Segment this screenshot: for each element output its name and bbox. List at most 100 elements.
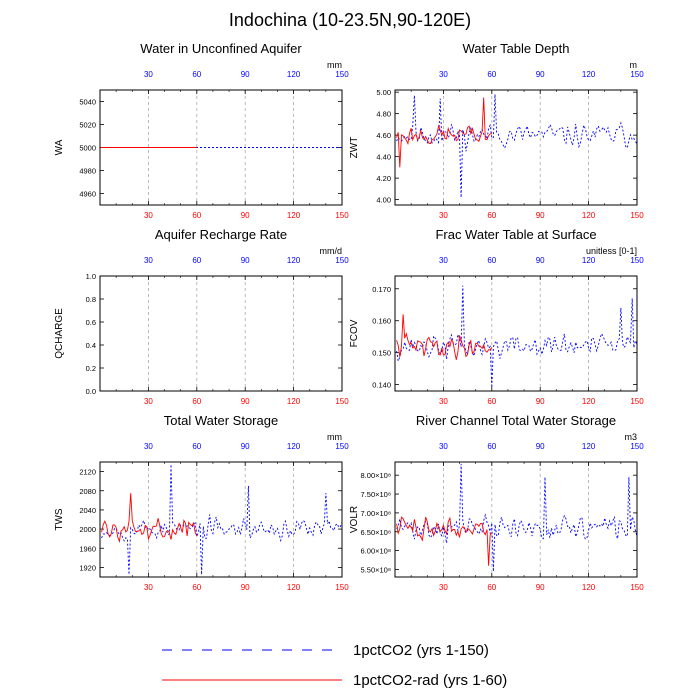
y-tick-label: 0.160: [372, 317, 391, 326]
x-tick-label: 90: [241, 583, 250, 592]
chart-panel: River Channel Total Water Storage m3 VOLR 3…: [349, 413, 644, 592]
series-line: [396, 285, 638, 388]
y-tick-label: 5020: [79, 121, 96, 130]
y-tick-label: 5040: [79, 98, 96, 107]
panel-title: Water Table Depth: [463, 41, 570, 56]
y-tick-label: 2120: [79, 468, 96, 477]
x-tick-label: 60: [487, 211, 496, 220]
x-tick-label: 120: [287, 211, 301, 220]
x-tick-label: 150: [335, 442, 349, 451]
chart-panel: Frac Water Table at Surface unitless [0-1…: [349, 227, 644, 406]
x-tick-label: 90: [241, 442, 250, 451]
y-tick-label: 5000: [79, 144, 96, 153]
series-line: [396, 94, 638, 198]
x-tick-label: 150: [335, 211, 349, 220]
x-tick-label: 30: [144, 583, 153, 592]
y-tick-label: 6.50×10⁸: [361, 528, 391, 537]
x-tick-label: 120: [287, 70, 301, 79]
x-tick-label: 60: [192, 256, 201, 265]
panel-title: Aquifer Recharge Rate: [155, 227, 287, 242]
y-tick-label: 4980: [79, 167, 96, 176]
x-tick-label: 120: [287, 397, 301, 406]
y-tick-label: 8.00×10⁸: [361, 471, 391, 480]
x-tick-label: 90: [536, 583, 545, 592]
y-tick-label: 7.50×10⁸: [361, 490, 391, 499]
x-tick-label: 30: [439, 397, 448, 406]
plot-frame: [394, 275, 638, 392]
y-axis-label: TWS: [54, 508, 65, 531]
y-tick-label: 1960: [79, 544, 96, 553]
x-tick-label: 150: [630, 583, 644, 592]
x-tick-label: 150: [630, 211, 644, 220]
y-tick-label: 4.40: [376, 153, 391, 162]
y-tick-label: 1920: [79, 563, 96, 572]
x-tick-label: 60: [487, 442, 496, 451]
x-tick-label: 60: [192, 397, 201, 406]
panel-grid: Water in Unconfined Aquifer mm WA 30 30 60 60 9…: [54, 41, 644, 592]
figure-title: Indochina (10-23.5N,90-120E): [228, 10, 472, 30]
y-tick-label: 0.2: [86, 364, 96, 373]
x-tick-label: 60: [192, 70, 201, 79]
series-line: [396, 97, 493, 168]
x-tick-label: 120: [582, 397, 596, 406]
legend: 1pctCO2 (yrs 1-150) 1pctCO2-rad (yrs 1-60…: [162, 642, 507, 689]
x-tick-label: 30: [144, 397, 153, 406]
y-tick-label: 4.20: [376, 174, 391, 183]
x-tick-label: 30: [144, 211, 153, 220]
x-tick-label: 120: [582, 256, 596, 265]
x-tick-label: 150: [335, 397, 349, 406]
x-tick-label: 30: [144, 70, 153, 79]
plot-frame: [394, 89, 638, 206]
series-line: [396, 463, 638, 572]
x-tick-label: 60: [487, 397, 496, 406]
y-tick-label: 0.170: [372, 285, 391, 294]
unit-label: m3: [624, 432, 637, 442]
y-tick-label: 0.4: [86, 341, 96, 350]
x-tick-label: 150: [335, 70, 349, 79]
y-tick-label: 0.140: [372, 381, 391, 390]
x-tick-label: 30: [439, 70, 448, 79]
x-tick-label: 90: [241, 397, 250, 406]
y-tick-label: 7.00×10⁸: [361, 509, 391, 518]
x-tick-label: 120: [582, 70, 596, 79]
series-line: [396, 516, 493, 566]
y-tick-label: 0.6: [86, 318, 96, 327]
y-tick-label: 2080: [79, 487, 96, 496]
y-axis-label: FCOV: [349, 319, 360, 347]
x-tick-label: 30: [439, 583, 448, 592]
panel-title: Water in Unconfined Aquifer: [140, 41, 302, 56]
y-tick-label: 4.80: [376, 110, 391, 119]
panel-title: Total Water Storage: [164, 413, 278, 428]
legend-label: 1pctCO2-rad (yrs 1-60): [353, 672, 507, 689]
x-tick-label: 120: [287, 583, 301, 592]
x-tick-label: 90: [536, 70, 545, 79]
x-tick-label: 30: [144, 256, 153, 265]
unit-label: mm/d: [320, 246, 343, 256]
y-tick-label: 5.00: [376, 88, 391, 97]
legend-label: 1pctCO2 (yrs 1-150): [353, 642, 489, 659]
x-tick-label: 30: [439, 211, 448, 220]
y-axis-label: VOLR: [349, 506, 360, 533]
unit-label: mm: [327, 432, 342, 442]
y-axis-label: QCHARGE: [54, 308, 65, 359]
y-tick-label: 2040: [79, 506, 96, 515]
y-tick-label: 2000: [79, 525, 96, 534]
y-tick-label: 0.0: [86, 387, 96, 396]
plot-frame: [99, 461, 343, 578]
unit-label: unitless [0-1]: [586, 246, 637, 256]
series-line: [396, 314, 493, 360]
x-tick-label: 150: [630, 256, 644, 265]
x-tick-label: 30: [439, 256, 448, 265]
y-tick-label: 0.8: [86, 295, 96, 304]
x-tick-label: 150: [630, 397, 644, 406]
x-tick-label: 60: [487, 70, 496, 79]
chart-panel: Water Table Depth m ZWT 30 30 60 60 90 90 120 120 1…: [349, 41, 644, 220]
y-tick-label: 0.150: [372, 349, 391, 358]
unit-label: m: [630, 60, 638, 70]
y-tick-label: 1.0: [86, 272, 96, 281]
x-tick-label: 30: [439, 442, 448, 451]
x-tick-label: 60: [192, 442, 201, 451]
x-tick-label: 150: [335, 256, 349, 265]
unit-label: mm: [327, 60, 342, 70]
x-tick-label: 60: [192, 583, 201, 592]
